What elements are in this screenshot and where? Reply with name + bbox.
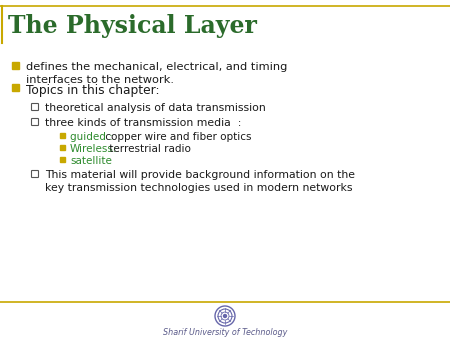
Circle shape xyxy=(224,314,226,317)
Text: key transmission technologies used in modern networks: key transmission technologies used in mo… xyxy=(45,183,352,193)
FancyBboxPatch shape xyxy=(32,103,39,111)
Bar xyxy=(60,157,65,162)
Text: guided :: guided : xyxy=(70,132,113,142)
Text: copper wire and fiber optics: copper wire and fiber optics xyxy=(102,132,252,142)
Text: terrestrial radio: terrestrial radio xyxy=(106,144,191,154)
Text: three kinds of transmission media  :: three kinds of transmission media : xyxy=(45,118,241,128)
Text: This material will provide background information on the: This material will provide background in… xyxy=(45,170,355,180)
Text: defines the mechanical, electrical, and timing: defines the mechanical, electrical, and … xyxy=(26,62,288,72)
Text: satellite: satellite xyxy=(70,156,112,166)
Text: Sharif University of Technology: Sharif University of Technology xyxy=(163,328,287,337)
Bar xyxy=(12,62,19,69)
Text: Topics in this chapter:: Topics in this chapter: xyxy=(26,84,159,97)
Text: interfaces to the network.: interfaces to the network. xyxy=(26,75,174,85)
Text: The Physical Layer: The Physical Layer xyxy=(8,14,257,38)
FancyBboxPatch shape xyxy=(32,170,39,177)
Bar xyxy=(60,145,65,150)
Bar xyxy=(12,84,19,91)
FancyBboxPatch shape xyxy=(32,119,39,125)
Bar xyxy=(60,133,65,138)
Text: Wireless:: Wireless: xyxy=(70,144,117,154)
Text: theoretical analysis of data transmission: theoretical analysis of data transmissio… xyxy=(45,103,266,113)
